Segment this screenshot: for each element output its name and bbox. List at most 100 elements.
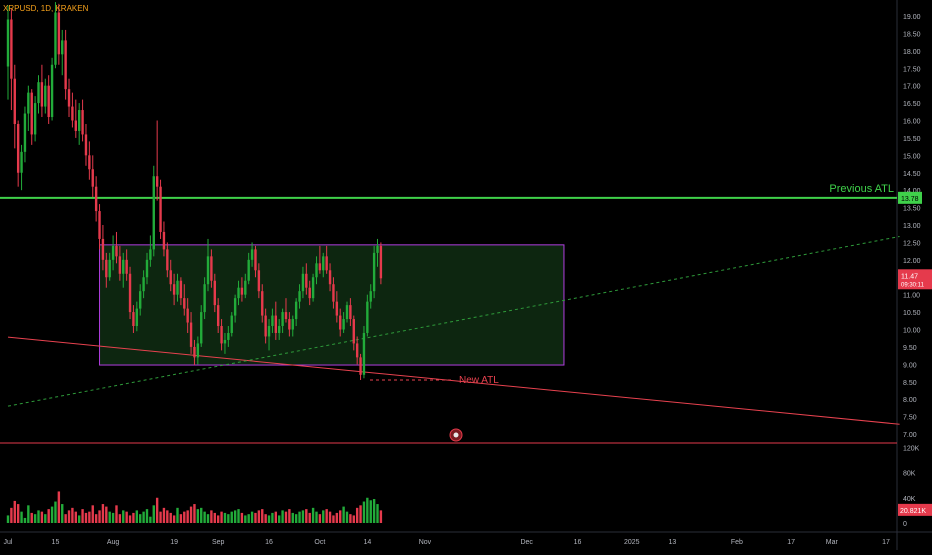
candle-body [342, 319, 345, 330]
volume-bar [61, 504, 64, 523]
volume-bar [311, 507, 315, 523]
volume-bar [227, 514, 230, 523]
volume-bar [288, 509, 291, 523]
candle-body [128, 273, 132, 313]
volume-bar [200, 507, 203, 523]
price-tick-label: 7.00 [903, 432, 917, 439]
candle-body [159, 186, 162, 232]
candle-body [183, 298, 186, 309]
volume-bar [6, 515, 10, 523]
volume-bar [274, 511, 278, 523]
volume-bar [223, 512, 227, 523]
dotted-trendline [7, 236, 900, 407]
candle-body [223, 339, 227, 344]
candle-body [64, 40, 67, 90]
volume-bar [111, 512, 115, 523]
indicator-badge-dot-icon [453, 432, 459, 438]
price-tick-label: 9.50 [903, 345, 917, 352]
volume-bar [47, 509, 50, 523]
candle-body [254, 249, 257, 271]
candle-body [349, 305, 352, 320]
candle-body [335, 301, 339, 316]
price-tick-label: 16.00 [903, 119, 921, 126]
volume-bar [71, 507, 74, 523]
candle-body [203, 284, 206, 313]
volume-bar [166, 510, 169, 523]
volume-bar [135, 510, 139, 523]
volume-bar [376, 504, 379, 523]
candle-body [230, 315, 233, 333]
candle-body [139, 291, 142, 309]
price-tick-label: 10.50 [903, 310, 921, 317]
candle-body [318, 263, 322, 271]
candle-body [206, 256, 210, 285]
candle-body [179, 280, 183, 299]
volume-bar [308, 512, 311, 523]
price-tick-label: 13.00 [903, 223, 921, 230]
candle-body [10, 19, 13, 79]
volume-bar [339, 510, 342, 523]
volume-bar [186, 510, 189, 523]
candle-body [308, 287, 311, 299]
volume-tick-label: 40K [903, 496, 916, 503]
volume-bar [366, 497, 369, 523]
price-tick-label: 17.50 [903, 66, 921, 73]
volume-bar [30, 512, 33, 523]
candle-body [311, 277, 315, 299]
candle-body [61, 40, 64, 55]
candle-body [200, 312, 203, 344]
candle-body [47, 85, 50, 118]
volume-bar [40, 511, 44, 523]
candle-body [271, 315, 274, 327]
time-tick-label: Sep [212, 539, 225, 546]
volume-bar [172, 515, 176, 523]
candle-body [376, 245, 379, 253]
price-tick-label: 8.50 [903, 380, 917, 387]
volume-bar [189, 506, 193, 523]
previous-atl-label: Previous ATL [829, 183, 894, 195]
volume-bar [88, 511, 91, 523]
volume-bar [179, 514, 183, 523]
candle-body [379, 245, 383, 279]
price-tick-label: 19.00 [903, 14, 921, 21]
price-tick-label: 18.00 [903, 49, 921, 56]
volume-bar [115, 505, 118, 523]
volume-bar [237, 509, 240, 523]
volume-value-text: 20.821K [900, 508, 926, 515]
price-tick-label: 12.50 [903, 240, 921, 247]
candle-body [84, 134, 88, 156]
candle-body [189, 322, 193, 347]
volume-bar [169, 512, 172, 523]
symbol-label: XRPUSD, 1D, KRAKEN [3, 4, 89, 13]
time-tick-label: 15 [52, 539, 60, 546]
volume-bar [54, 501, 57, 523]
volume-bar [203, 511, 206, 523]
volume-bar [372, 499, 376, 523]
time-tick-label: Jul [4, 539, 13, 546]
candle-body [101, 238, 105, 260]
candle-body [372, 252, 376, 292]
candle-body [111, 245, 115, 260]
candle-body [94, 186, 98, 212]
price-tick-label: 13.50 [903, 206, 921, 213]
volume-bar [369, 500, 372, 523]
candle-body [50, 64, 54, 118]
volume-bar [244, 515, 247, 523]
volume-bar [145, 509, 149, 523]
candle-body [325, 256, 328, 271]
candle-body [216, 305, 220, 327]
candle-body [23, 113, 27, 152]
candle-body [244, 280, 247, 295]
candle-body [57, 12, 61, 55]
candle-body [169, 270, 172, 285]
candle-body [240, 287, 244, 295]
volume-bar [322, 510, 325, 523]
volume-bar [298, 511, 301, 523]
countdown-text: 09:30:11 [901, 282, 925, 288]
candle-body [305, 273, 308, 288]
volume-tick-label: 80K [903, 471, 916, 478]
candle-body [166, 249, 169, 271]
volume-bar [67, 510, 71, 523]
